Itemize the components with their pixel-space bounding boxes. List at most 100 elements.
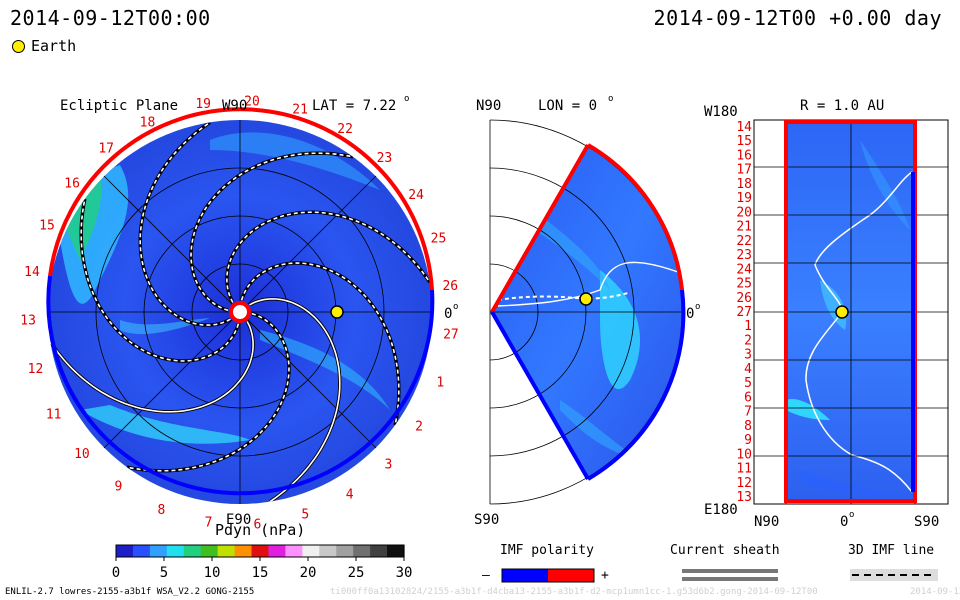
r-row-label: 7	[744, 405, 752, 420]
ecliptic-bottom-label: E90	[226, 512, 251, 528]
r-row-label: 2	[744, 334, 752, 349]
colorbar-segment	[132, 545, 151, 557]
earth-legend-label: Earth	[31, 37, 77, 55]
r-row-label: 1	[744, 319, 752, 334]
spiral-arm-highlight	[240, 262, 400, 426]
colorbar-segment	[183, 545, 202, 557]
r-row-labels: 1415161718192021222324252627123456789101…	[736, 120, 752, 505]
earth-legend-icon	[12, 40, 25, 53]
colorbar-segment	[353, 545, 371, 557]
meridional-boundary-negative	[586, 289, 686, 481]
footer-faint: ti000ff0a13102824/2155-a3b1f-d4cba13-215…	[330, 587, 818, 597]
header-right-time: 2014-09-12T00 +0.00 day	[653, 6, 942, 30]
meridional-right-label: 0	[686, 306, 694, 322]
r-row-label: 22	[736, 234, 752, 249]
carrington-number: 9	[114, 480, 122, 495]
imf-line-title: 3D IMF line	[848, 543, 935, 558]
spiral-arm-highlight	[139, 121, 231, 326]
imf-polarity-title: IMF polarity	[500, 543, 594, 558]
footer-faint-right: 2014-09-13	[910, 587, 960, 597]
colorbar-segment	[116, 545, 134, 557]
r-row-label: 4	[744, 362, 752, 377]
spiral-arm-highlight	[249, 298, 341, 503]
carrington-number: 13	[20, 314, 36, 329]
current-sheath-title: Current sheath	[670, 543, 780, 558]
ecliptic-title: Ecliptic Plane	[60, 98, 178, 114]
r-bottom-sup: o	[849, 510, 854, 520]
carrington-number: 4	[346, 487, 354, 502]
header-left-time: 2014-09-12T00:00	[10, 6, 211, 30]
ecliptic-top-label: W90	[222, 98, 247, 114]
ecliptic-right-label: 0	[444, 306, 452, 322]
carrington-number: 1	[436, 375, 444, 390]
carrington-number: 10	[74, 447, 90, 462]
colorbar-title: Pdyn (nPa)	[215, 521, 306, 539]
colorbar-segment	[234, 545, 253, 557]
earth-marker-r	[835, 305, 849, 319]
colorbar-tick-label: 15	[252, 565, 269, 581]
r-row-label: 11	[736, 462, 752, 477]
sheath-line-2	[682, 577, 778, 581]
r-row-label: 16	[736, 149, 752, 164]
meridional-top-label: N90	[476, 98, 501, 114]
footer-model: ENLIL-2.7 lowres-2155-a3b1f WSA_V2.2 GON…	[5, 587, 255, 597]
r-row-label: 24	[736, 262, 752, 277]
imf-plus-label: +	[601, 568, 609, 583]
earth-marker-ecliptic	[330, 305, 344, 319]
r-row-label: 10	[736, 447, 752, 462]
r-row-label: 19	[736, 191, 752, 206]
carrington-number: 11	[46, 407, 62, 422]
carrington-number: 3	[384, 457, 392, 472]
carrington-number: 21	[292, 103, 308, 118]
r-row-label: 6	[744, 390, 752, 405]
colorbar-tick-label: 10	[204, 565, 221, 581]
r-row-label: 26	[736, 291, 752, 306]
colorbar-segment	[268, 545, 287, 557]
meridional-boundary-positive	[586, 143, 684, 291]
carrington-number: 23	[377, 151, 393, 166]
spiral-arm-highlight	[226, 211, 431, 303]
spiral-arm-highlight	[190, 152, 354, 312]
carrington-number: 17	[98, 142, 114, 157]
r-row-label: 15	[736, 134, 752, 149]
colorbar-segment	[302, 545, 320, 557]
r-row-label: 20	[736, 205, 752, 220]
r-bottom-label-2: S90	[914, 514, 939, 530]
meridional-lon-label: LON = 0	[538, 98, 597, 114]
meridional-panel: N90 LON = 0 o S90 0 o	[474, 94, 700, 528]
imf-negative-swatch	[502, 569, 548, 582]
carrington-number: 12	[28, 362, 44, 377]
colorbar-segment	[285, 545, 303, 557]
carrington-number: 19	[195, 97, 211, 112]
carrington-number: 5	[301, 508, 309, 523]
sun-icon	[229, 301, 251, 323]
carrington-number: 2	[415, 419, 423, 434]
r-row-label: 3	[744, 348, 752, 363]
r-row-label: 5	[744, 376, 752, 391]
r-row-label: 12	[736, 476, 752, 491]
boundary-positive	[48, 107, 434, 291]
r-row-label: 9	[744, 433, 752, 448]
carrington-number: 24	[408, 188, 424, 203]
r-row-label: 13	[736, 490, 752, 505]
imf-minus-label: –	[482, 568, 490, 583]
spiral-arm-highlight	[126, 312, 290, 472]
sheath-line-1	[682, 569, 778, 573]
r-row-label: 25	[736, 277, 752, 292]
colorbar-segment	[336, 545, 354, 557]
colorbar-tick-label: 0	[112, 565, 120, 581]
r-panel: 1415161718192021222324252627123456789101…	[704, 98, 949, 530]
carrington-number: 25	[431, 232, 447, 247]
carrington-number: 7	[205, 516, 213, 531]
r-row-label: 27	[736, 305, 752, 320]
colorbar-segment	[149, 545, 168, 557]
r-bottom-label-0: N90	[754, 514, 779, 530]
colorbar-tick-label: 5	[160, 565, 168, 581]
colorbar-segment	[319, 545, 337, 557]
r-title: R = 1.0 AU	[800, 98, 884, 114]
r-row-label: 8	[744, 419, 752, 434]
imf-positive-swatch	[548, 569, 594, 582]
colorbar-segment	[200, 545, 219, 557]
colorbar-tick-label: 25	[348, 565, 365, 581]
